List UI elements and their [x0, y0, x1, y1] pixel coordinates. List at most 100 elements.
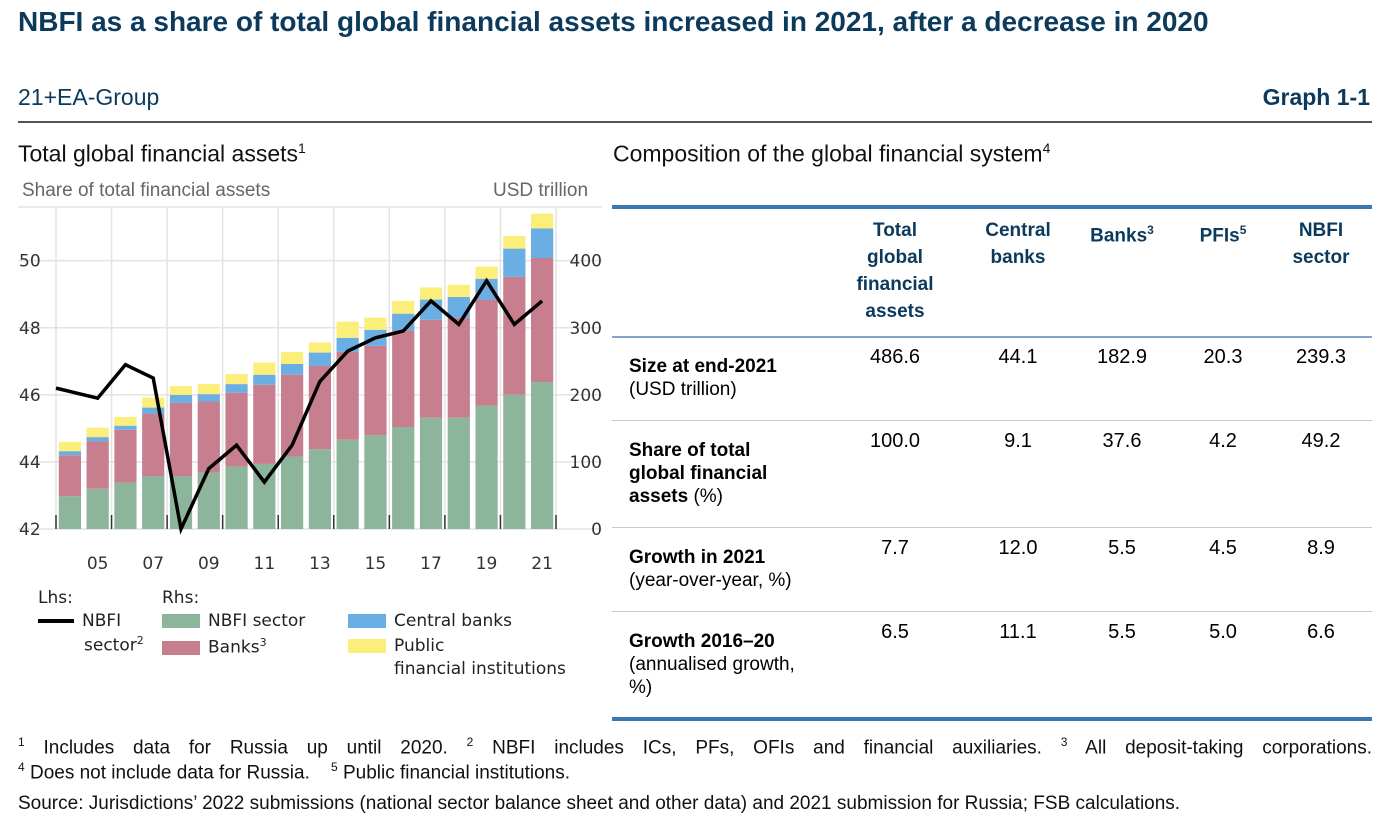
column-header-line: banks	[990, 247, 1046, 268]
bar-banks	[86, 441, 109, 489]
table-cell: 6.5	[881, 621, 909, 643]
bar-central-banks	[114, 425, 137, 430]
table-cell: 239.3	[1295, 346, 1347, 368]
line-swatch	[38, 619, 74, 623]
bar-pfi	[392, 300, 415, 314]
legend-text: Central banks	[394, 611, 512, 631]
bar-nbfi	[197, 472, 220, 529]
legend-item-pfi: Public	[348, 636, 444, 656]
row-label-unit: (annualised growth, %)	[629, 654, 795, 698]
row-divider	[612, 420, 1372, 421]
legend-item-nbfi-sector: NBFI sector	[162, 611, 305, 631]
x-tick-label: 13	[309, 554, 331, 574]
bar-banks	[169, 402, 193, 477]
bar-pfi	[447, 284, 470, 297]
row-label-bold: Growth 2016–20	[629, 631, 775, 652]
bar-pfi	[336, 321, 359, 338]
column-header-line: PFIs	[1199, 225, 1240, 247]
table-cell: 49.2	[1301, 430, 1341, 452]
bar-pfi	[114, 416, 137, 426]
footnote-4: Does not include data for Russia.	[24, 762, 310, 784]
x-tick-label: 09	[198, 554, 220, 574]
right-panel-title-text: Composition of the global financial syst…	[613, 140, 1043, 167]
bar-banks	[475, 299, 498, 406]
bar-pfi	[531, 213, 554, 229]
bar-central-banks	[281, 363, 304, 375]
column-header-line: financial	[856, 274, 934, 295]
legend-item-nbfi-line-2: sector2	[84, 634, 144, 656]
y-left-tick-label: 44	[19, 453, 41, 473]
y-left-tick-label: 46	[19, 386, 41, 406]
table-cell: 5.0	[1209, 621, 1237, 643]
column-header-line: assets	[865, 301, 925, 322]
table-cell: 5.5	[1108, 537, 1136, 559]
group-subtitle: 21+EA-Group	[18, 84, 160, 110]
central-banks-swatch	[348, 614, 386, 628]
header-divider	[18, 121, 1372, 123]
bar-nbfi	[336, 439, 359, 529]
row-label-unit: (USD trillion)	[629, 379, 737, 400]
column-header-line: Central	[985, 220, 1051, 241]
y-left-tick-label: 48	[19, 319, 41, 339]
legend-item-nbfi-line: NBFI	[38, 611, 121, 631]
table-bottom-rule	[612, 717, 1372, 721]
table-cell: 6.6	[1307, 621, 1335, 643]
x-tick-label: 19	[476, 554, 498, 574]
footnote-5: Public financial institutions.	[337, 762, 571, 784]
row-divider	[612, 611, 1372, 612]
table-cell: 182.9	[1096, 346, 1148, 368]
column-header-line: NBFI	[1298, 220, 1344, 241]
table-cell: 100.0	[869, 430, 921, 452]
footnote-2: NBFI includes ICs, PFs, OFIs and financi…	[473, 737, 1042, 759]
rhs-axis-unit: USD trillion	[493, 180, 589, 201]
bar-banks	[114, 429, 137, 483]
stacked-bars	[58, 213, 554, 529]
column-header-line: global	[867, 247, 923, 268]
nbfi-share-line	[55, 277, 544, 535]
footnote-marker: 1	[18, 735, 25, 749]
row-label-bold: Growth in 2021	[629, 547, 766, 568]
table-cell: 11.1	[999, 621, 1037, 643]
table-cell: 12.0	[998, 537, 1038, 559]
column-header: Total global financial assets	[840, 217, 950, 325]
table-cell: 44.1	[998, 346, 1038, 368]
footnote-1: Includes data for Russia up until 2020.	[24, 737, 448, 759]
bar-banks	[503, 276, 526, 395]
legend-item-banks: Banks3	[162, 636, 267, 658]
bar-nbfi	[142, 476, 165, 529]
nbfi-share-polyline	[55, 277, 544, 535]
bar-pfi	[419, 287, 443, 300]
bar-central-banks	[253, 374, 276, 385]
row-label-unit: (year-over-year, %)	[629, 570, 792, 591]
bar-central-banks	[475, 278, 498, 300]
legend-rhs-label: Rhs:	[162, 588, 200, 608]
lhs-axis-unit: Share of total financial assets	[22, 180, 271, 201]
bar-pfi	[253, 362, 276, 375]
row-label: Growth 2016–20 (annualised growth, %)	[629, 630, 809, 699]
bar-banks	[531, 257, 554, 383]
column-header-line: Total	[873, 220, 917, 241]
table-cell: 486.6	[869, 346, 921, 368]
source-note: Source: Jurisdictions’ 2022 submissions …	[18, 793, 1181, 814]
page-title: NBFI as a share of total global financia…	[18, 6, 1209, 37]
row-divider	[612, 336, 1372, 338]
y-right-tick-label: 200	[570, 386, 602, 406]
footnote-ref: 4	[1042, 140, 1051, 156]
x-tick-label: 11	[254, 554, 276, 574]
table-cell: 37.6	[1102, 430, 1142, 452]
footnote-marker: 5	[330, 760, 338, 774]
row-label: Size at end-2021 (USD trillion)	[629, 355, 849, 401]
bar-central-banks	[503, 248, 526, 277]
table-cell: 4.2	[1209, 430, 1237, 452]
nbfi-swatch	[162, 614, 200, 628]
legend-lhs-label: Lhs:	[38, 588, 73, 608]
row-label-unit: (%)	[693, 486, 724, 507]
bar-central-banks	[225, 384, 248, 393]
row-label-bold: Size at end-2021	[629, 356, 777, 377]
x-tick-label: 05	[87, 554, 109, 574]
footnote-marker: 3	[1060, 735, 1068, 749]
y-right-tick-label: 300	[570, 319, 602, 339]
table-cell: 20.3	[1203, 346, 1243, 368]
table-cell: 5.5	[1108, 621, 1136, 643]
bar-banks	[58, 455, 81, 497]
